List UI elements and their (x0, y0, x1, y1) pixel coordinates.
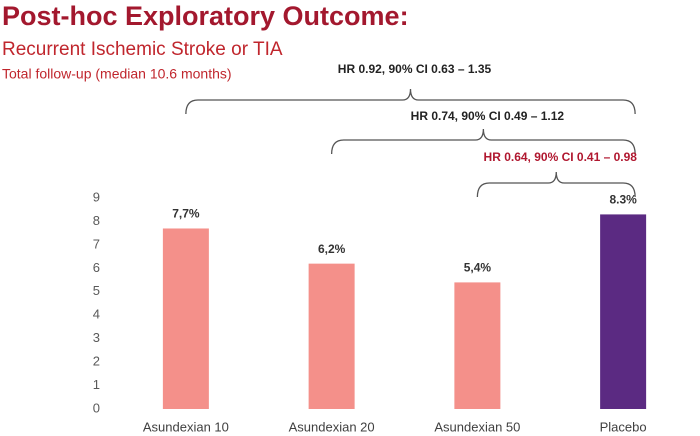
y-tick-label: 9 (93, 189, 100, 204)
annotation: HR 0.74, 90% CI 0.49 – 1.12 (411, 109, 565, 123)
bracket (476, 171, 636, 198)
annotation: HR 0.92, 90% CI 0.63 – 1.35 (338, 62, 492, 76)
x-tick-label: Placebo (600, 419, 647, 434)
annotation: HR 0.64, 90% CI 0.41 – 0.98 (484, 150, 638, 164)
y-tick-label: 2 (93, 354, 100, 369)
y-tick-label: 0 (93, 400, 100, 415)
bracket (185, 88, 636, 115)
y-tick-label: 3 (93, 330, 100, 345)
y-tick-label: 8 (93, 213, 100, 228)
chart-title: Post-hoc Exploratory Outcome: (2, 1, 409, 31)
x-tick-label: Asundexian 10 (143, 419, 229, 434)
chart-note: Total follow-up (median 10.6 months) (2, 66, 232, 82)
y-tick-label: 4 (93, 307, 100, 322)
x-tick-label: Asundexian 20 (289, 419, 375, 434)
bar (308, 263, 355, 409)
value-label: 8.3% (609, 193, 637, 207)
value-label: 7,7% (172, 207, 200, 221)
bracket (330, 128, 636, 155)
x-tick-label: Asundexian 50 (434, 419, 520, 434)
y-tick-label: 1 (93, 377, 100, 392)
bar (600, 214, 647, 409)
value-label: 5,4% (464, 261, 492, 275)
bar (162, 228, 209, 409)
chart-subtitle: Recurrent Ischemic Stroke or TIA (2, 39, 283, 60)
bar (454, 282, 501, 409)
y-tick-label: 7 (93, 236, 100, 251)
y-tick-label: 6 (93, 260, 100, 275)
value-label: 6,2% (318, 242, 346, 256)
y-tick-label: 5 (93, 283, 100, 298)
